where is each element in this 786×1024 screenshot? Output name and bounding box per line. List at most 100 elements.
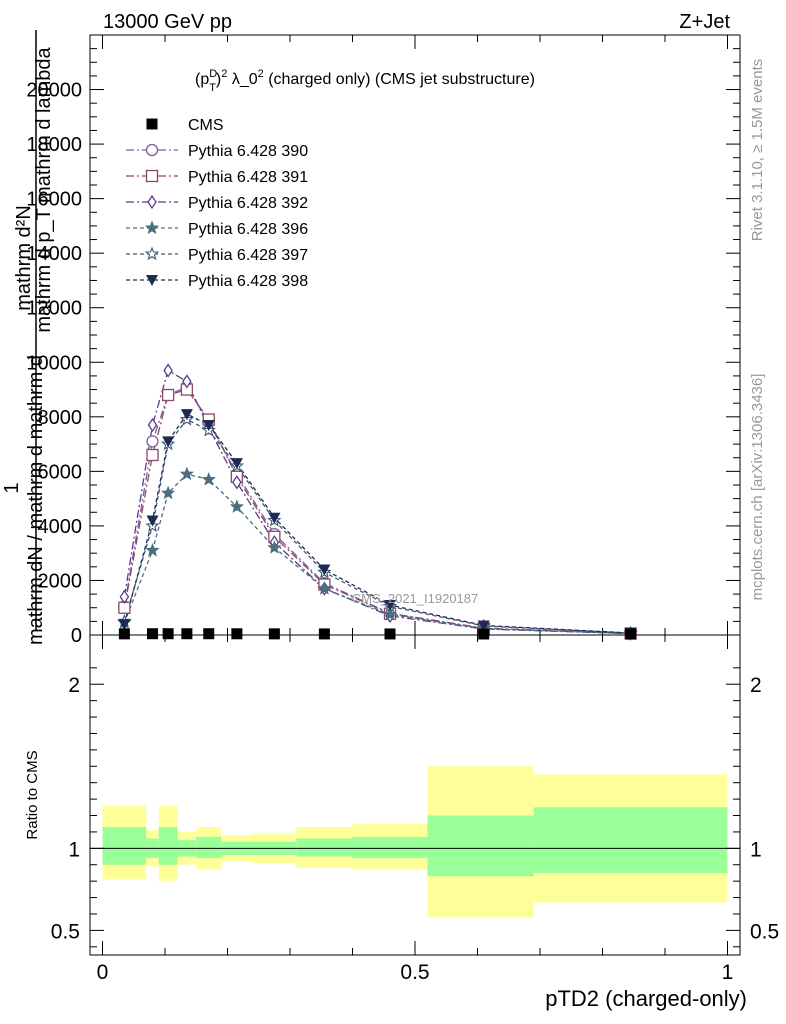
series-line-5 <box>123 413 631 634</box>
cms-data-point <box>478 628 490 640</box>
series-1-point <box>146 448 159 462</box>
energy-label: 13000 GeV pp <box>103 11 232 33</box>
rivet-version-label: Rivet 3.1.10, ≥ 1.5M events <box>749 59 766 242</box>
mcplots-label: mcplots.cern.ch [arXiv:1306.3436] <box>749 374 766 601</box>
main-y-tick-label: 10000 <box>26 352 82 374</box>
series-3-point <box>317 581 332 595</box>
main-y-axis-ticks: 0 2000 4000 6000 8000 10000 12000 14000 16000 180… <box>26 35 740 647</box>
ratio-y-tick-label-right: 1 <box>750 838 762 861</box>
y-label-denominator: mathrm d p_T mathrm d lambda <box>33 46 55 332</box>
main-y-tick-label: 2000 <box>38 570 83 592</box>
series-0-point <box>146 435 159 448</box>
series-5-point <box>477 620 490 632</box>
cms-data-point <box>118 628 130 640</box>
process-label: Z+Jet <box>679 11 730 33</box>
series-5-point <box>118 619 131 631</box>
main-y-tick-label: 20000 <box>26 80 82 102</box>
series-3-point <box>229 499 245 513</box>
legend-label-4: Pythia 6.428 397 <box>188 247 308 264</box>
main-y-tick-label: 6000 <box>38 461 83 483</box>
ratio-stat-band <box>158 827 178 865</box>
series-5-point <box>318 564 331 576</box>
series-5-point <box>384 600 396 611</box>
series-3-point <box>160 485 176 500</box>
series-2-point <box>119 589 130 604</box>
ratio-stat-band <box>296 838 353 857</box>
y-label-prefactor: 1 <box>1 482 23 493</box>
ratio-y-tick-label: 0.5 <box>51 920 80 943</box>
legend-label-5: Pythia 6.428 398 <box>188 273 308 290</box>
cms-data-point <box>203 628 215 640</box>
series-3-point <box>145 542 160 557</box>
legend-label-0: Pythia 6.428 390 <box>188 143 308 160</box>
ratio-plot-frame <box>89 634 741 956</box>
legend-marker-0 <box>145 143 159 157</box>
series-5-point <box>230 458 243 470</box>
x-axis-label: pTD2 (charged-only) <box>545 986 747 1011</box>
series-2-point <box>232 475 242 490</box>
cms-data-point <box>625 628 637 640</box>
legend-marker-4 <box>144 246 160 261</box>
ratio-y-tick-label: 1 <box>68 838 80 861</box>
main-y-axis-label: mathrm d²N mathrm d p_T mathrm d lambda … <box>1 30 55 645</box>
main-y-tick-label: 12000 <box>26 298 82 320</box>
watermark: CMS_2021_I1920187 <box>352 591 479 606</box>
main-y-tick-label: 8000 <box>38 407 83 429</box>
main-y-tick-label: 14000 <box>26 243 82 265</box>
cms-data-point <box>181 628 193 640</box>
x-tick-label: 0 <box>97 961 109 984</box>
series-5-point <box>202 420 215 431</box>
ratio-stat-band <box>102 827 147 865</box>
main-plot-panel: 0 2000 4000 6000 8000 10000 12000 14000 16000 180… <box>26 34 741 647</box>
series-5-point <box>268 512 281 524</box>
main-y-tick-label: 4000 <box>38 516 83 538</box>
ratio-axis-ticks: 0.5 0.5 1 1 2 2 0 0.5 1 <box>51 635 779 984</box>
legend-marker-2 <box>147 194 157 210</box>
y-label-numerator: mathrm d²N <box>13 205 35 311</box>
series-5-point <box>162 436 175 448</box>
series-3-point <box>201 472 216 486</box>
series-2-point <box>182 374 192 389</box>
ratio-y-label: Ratio to CMS <box>24 750 41 839</box>
cms-data-point <box>162 628 174 640</box>
legend-marker-5 <box>146 275 158 286</box>
ratio-plot-panel: 0.5 0.5 1 1 2 2 0 0.5 1 Ratio to CMS pTD2 (charg… <box>24 634 779 1011</box>
series-5-point <box>180 409 193 421</box>
ratio-stat-band <box>196 836 222 859</box>
legend-cms-marker <box>146 118 158 130</box>
series-5-point <box>146 515 159 527</box>
ratio-stat-band <box>533 807 728 873</box>
series-2-point <box>147 417 158 433</box>
legend-marker-1 <box>145 169 159 183</box>
legend-label-3: Pythia 6.428 396 <box>188 221 308 238</box>
series-3-point <box>382 607 398 621</box>
legend-label-2: Pythia 6.428 392 <box>188 195 308 212</box>
main-y-tick-label: 16000 <box>26 189 82 211</box>
ratio-y-tick-label: 2 <box>68 674 80 697</box>
cms-data-markers <box>118 628 637 640</box>
cms-data-point <box>384 628 396 640</box>
cms-data-point <box>147 628 158 640</box>
legend-cms-label: CMS <box>188 117 224 134</box>
cms-data-point <box>268 628 280 640</box>
cms-data-point <box>231 628 243 640</box>
ratio-uncertainty-bands <box>102 766 728 918</box>
series-3-point <box>179 466 195 481</box>
series-line-2 <box>123 369 631 635</box>
series-1-point <box>161 388 175 402</box>
ratio-stat-band <box>427 815 534 877</box>
x-tick-label: 1 <box>722 961 734 984</box>
series-line-3 <box>123 473 631 635</box>
legend: CMS Pythia 6.428 390 Pythia 6.428 391 Pythi… <box>126 117 308 290</box>
main-plot-title: (pD T)2 λ_02 (charged only) (CMS jet subs… <box>195 68 535 94</box>
ratio-stat-band <box>352 836 428 859</box>
series-2-point <box>163 363 173 378</box>
legend-marker-3 <box>144 220 160 235</box>
y-label-dn: mathrm dN / mathrm d mathrm d <box>25 355 47 645</box>
cms-data-point <box>318 628 330 640</box>
series-3-point <box>267 540 282 554</box>
ratio-y-tick-label-right: 0.5 <box>750 920 779 943</box>
ratio-y-tick-label-right: 2 <box>750 674 762 697</box>
legend-label-1: Pythia 6.428 391 <box>188 169 308 186</box>
